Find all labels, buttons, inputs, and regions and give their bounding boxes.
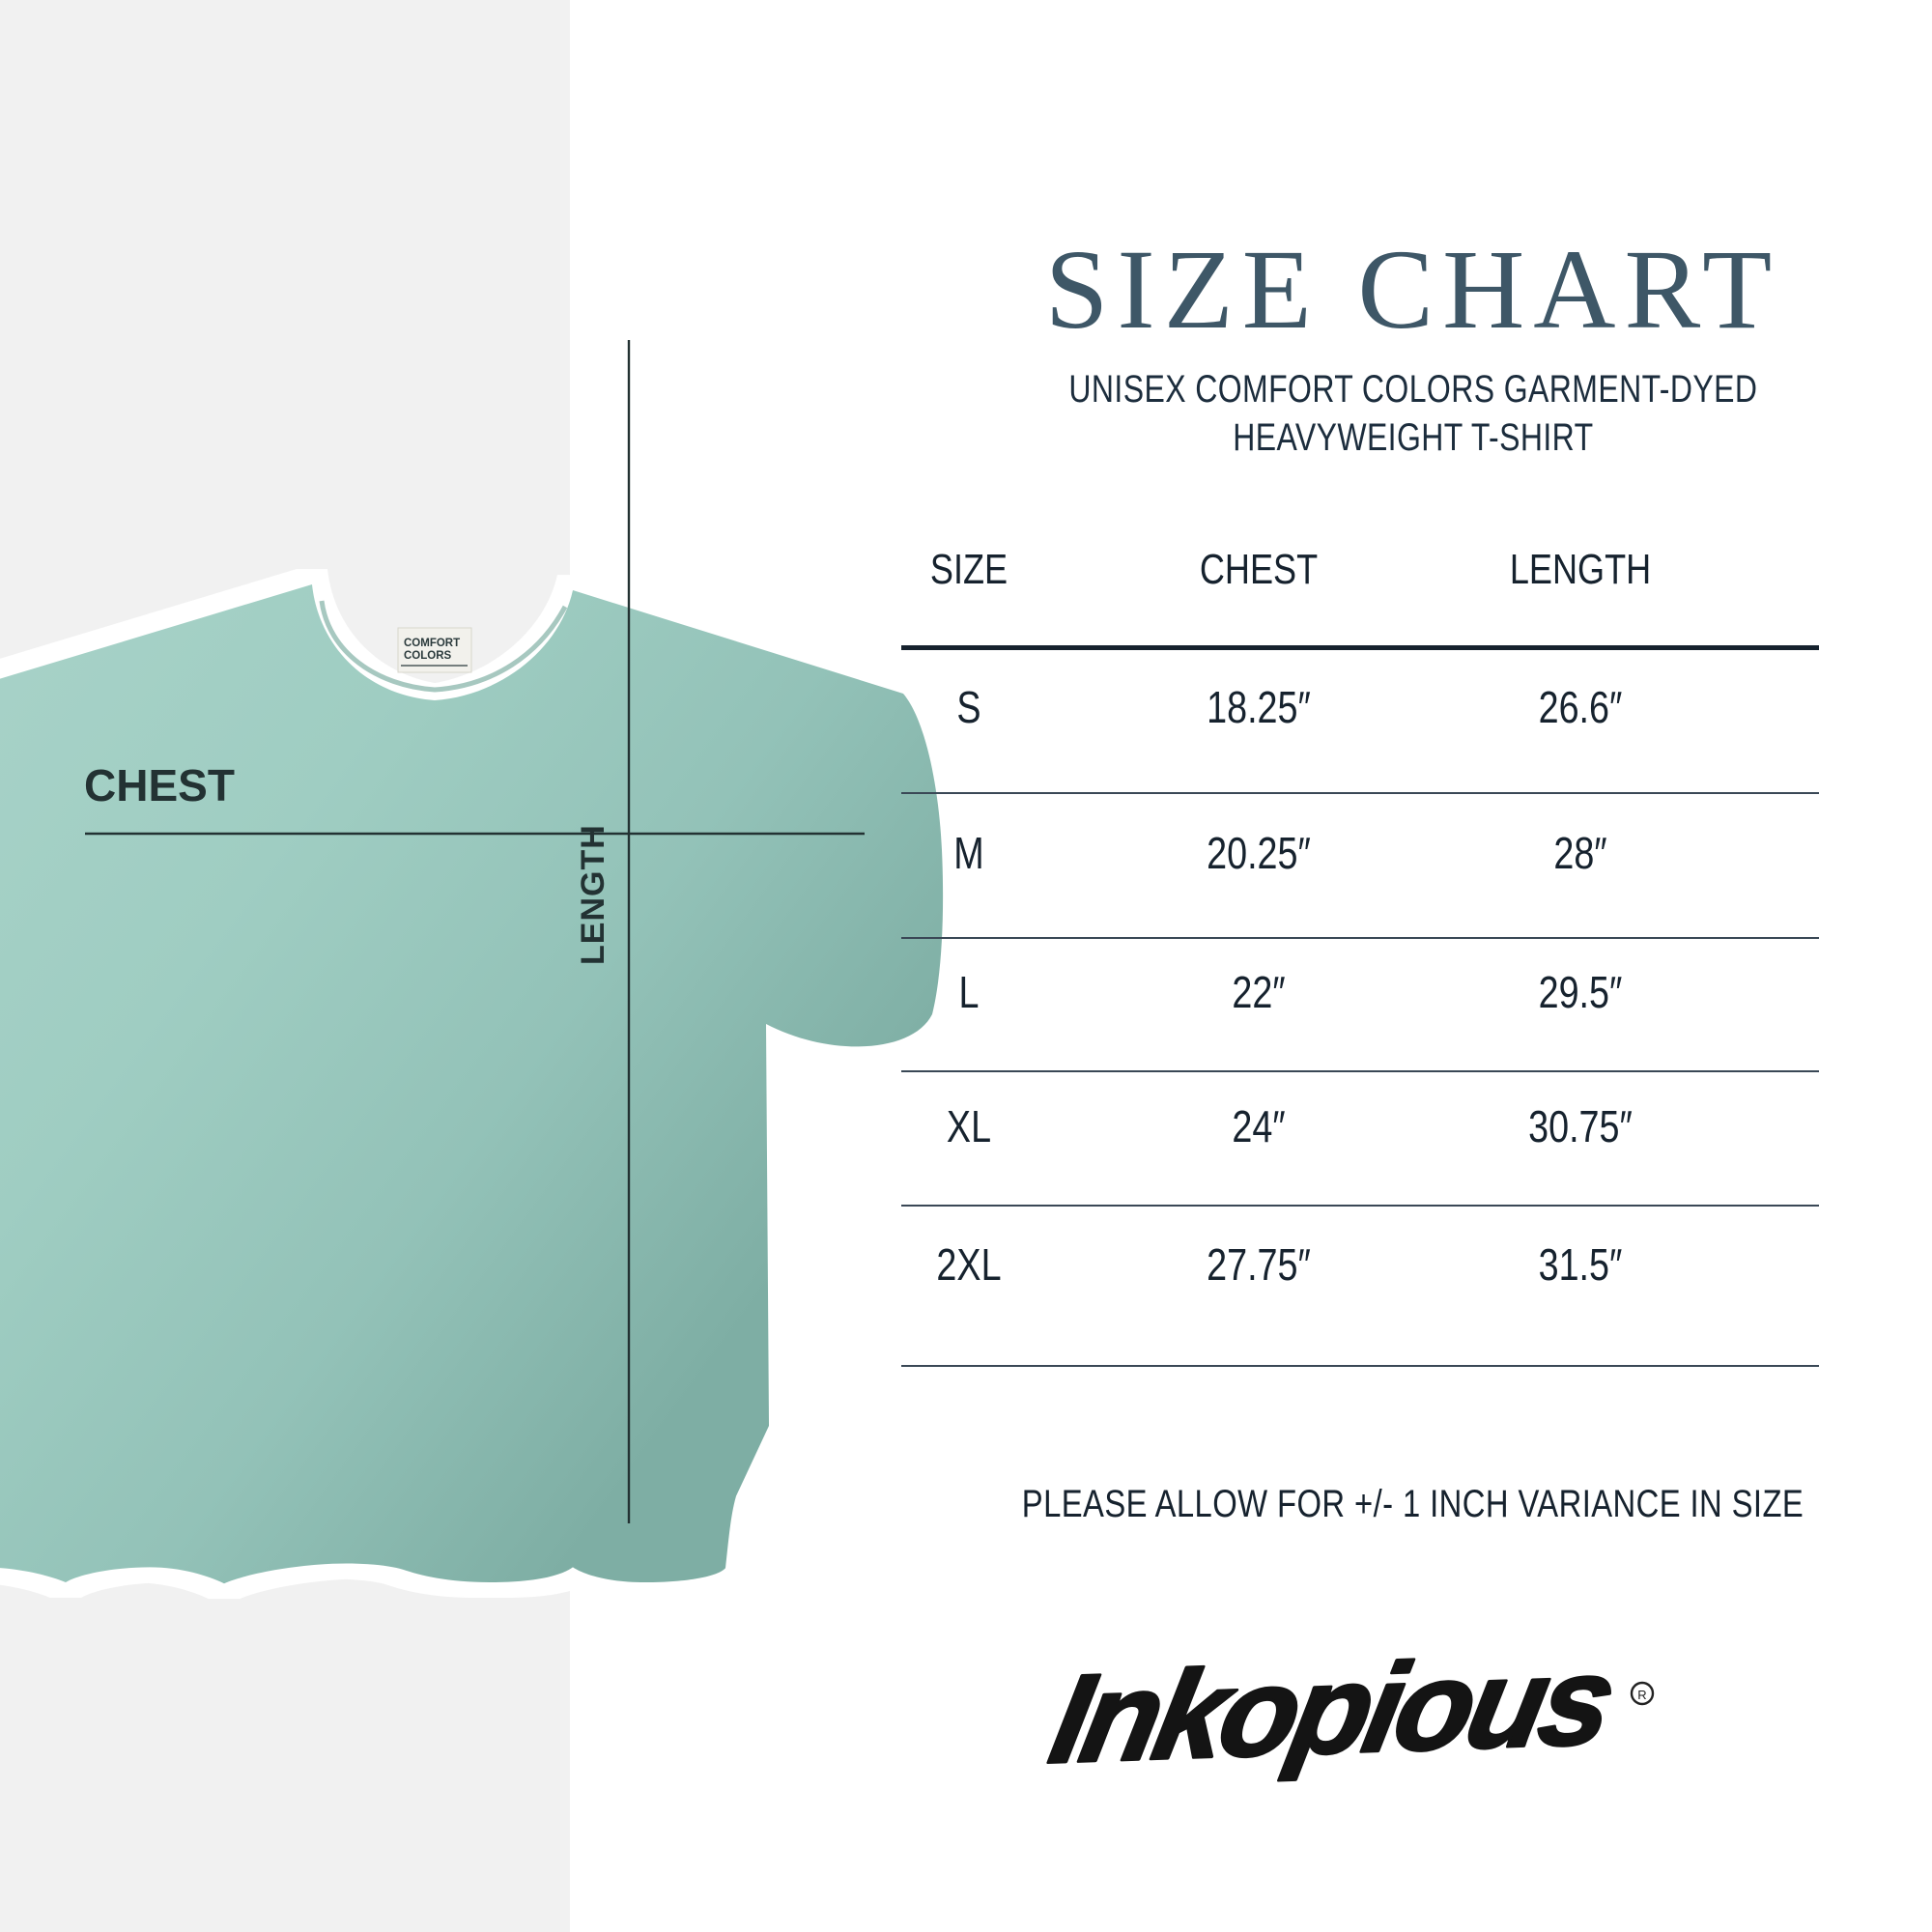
svg-text:Inkopious: Inkopious xyxy=(1040,1630,1622,1789)
svg-text:R: R xyxy=(1637,1688,1646,1702)
svg-text:COMFORT: COMFORT xyxy=(404,638,460,649)
svg-text:LENGTH: LENGTH xyxy=(575,824,611,965)
svg-text:COLORS: COLORS xyxy=(404,650,452,662)
svg-text:CHEST: CHEST xyxy=(84,760,235,810)
